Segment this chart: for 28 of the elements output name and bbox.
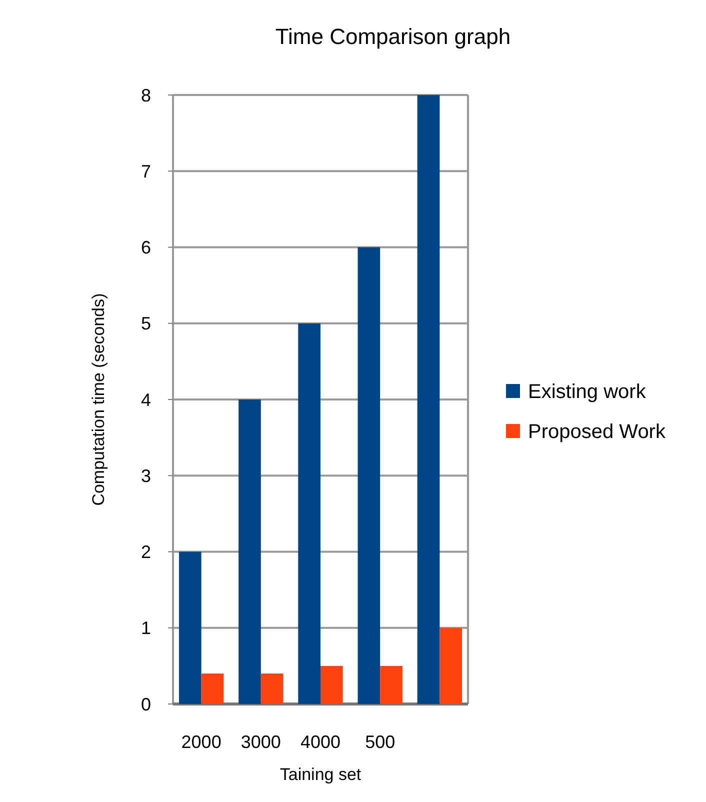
y-tick-label: 7 [140,161,151,182]
bar [358,247,380,704]
y-axis-title: Computation time (seconds) [89,293,108,506]
legend-label: Existing work [528,381,647,403]
bar [201,674,224,704]
y-tick-label: 0 [140,694,151,714]
y-tick-label: 4 [140,390,151,410]
bar [320,666,343,704]
y-tick-label: 6 [140,238,151,258]
y-tick-label: 5 [140,314,151,334]
bar [298,323,320,704]
bar [238,400,261,704]
chart-title: Time Comparison graph [275,24,511,49]
x-tick-label: 3000 [240,732,281,752]
bar [380,666,402,704]
y-tick-label: 2 [140,542,151,562]
x-axis-title: Taining set [280,765,362,784]
y-tick-label: 8 [140,85,151,106]
x-tick-label: 2000 [181,732,222,752]
bar [260,674,284,704]
bar [178,552,202,704]
bar [417,95,440,704]
x-tick-label: 500 [365,732,396,752]
legend-label: Proposed Work [528,421,666,443]
x-tick-label: 4000 [300,732,341,752]
y-tick-label: 1 [140,618,151,638]
bar [440,628,462,704]
y-tick-label: 3 [140,466,151,486]
